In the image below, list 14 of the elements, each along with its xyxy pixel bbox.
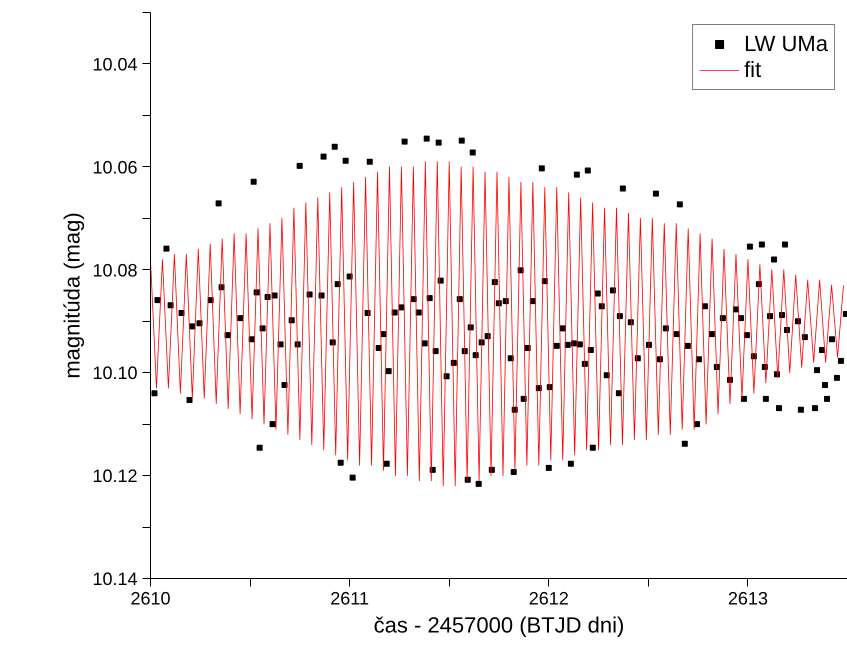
y-tick-label: 10.04	[92, 54, 138, 74]
x-tick-label: 2613	[728, 588, 768, 608]
x-tick-label: 2611	[330, 588, 370, 608]
y-tick-label: 10.10	[92, 363, 138, 384]
legend-label: fit	[744, 57, 762, 83]
x-tick-label: 2610	[130, 588, 171, 608]
y-axis-title: magnitúda (mag)	[59, 212, 84, 379]
y-tick-label: 10.12	[92, 466, 138, 486]
y-tick-label: 10.08	[92, 260, 138, 280]
y-tick-label: 10.14	[92, 569, 138, 589]
y-tick-label: 10.06	[92, 157, 138, 178]
legend-label: LW UMa	[744, 31, 828, 57]
x-tick-label: 2612	[528, 588, 569, 608]
x-axis-title: čas - 2457000 (BTJD dni)	[374, 612, 624, 638]
